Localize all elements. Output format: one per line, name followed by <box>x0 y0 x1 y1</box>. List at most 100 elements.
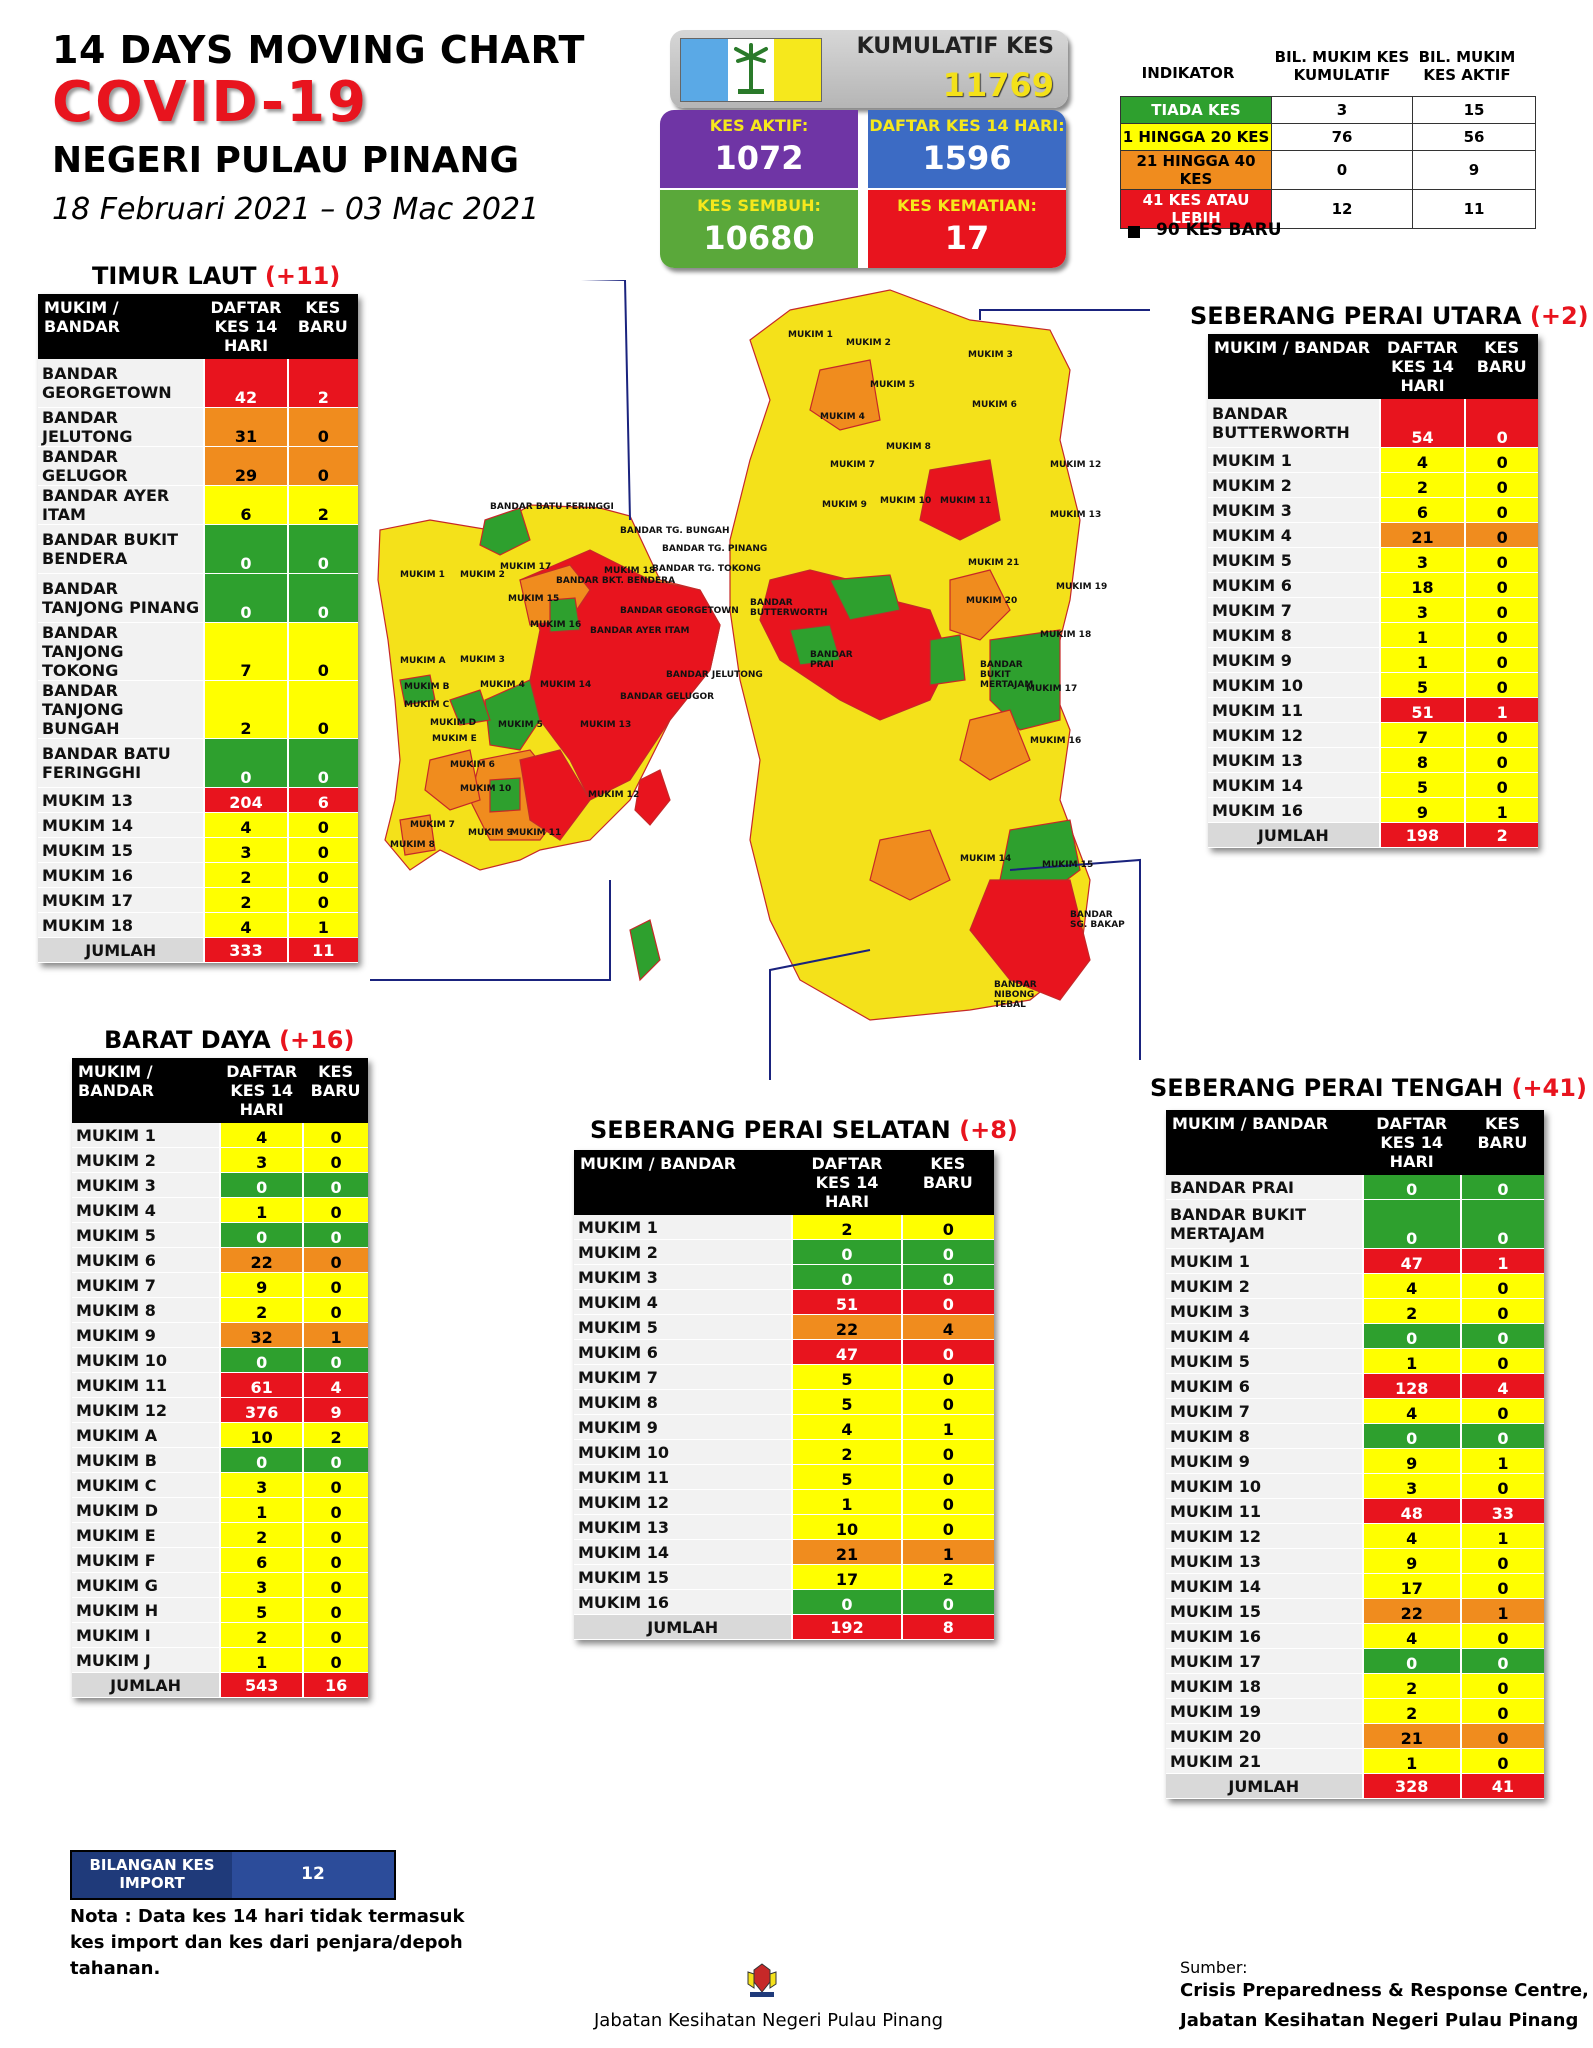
row-cases-14d: 8 <box>1378 747 1466 773</box>
map-label-island-mukim-6: MUKIM 6 <box>450 760 495 770</box>
row-cases-14d: 1 <box>1378 622 1466 648</box>
column-header: MUKIM / BANDAR <box>574 1150 793 1215</box>
row-cases-14d: 3 <box>1361 1473 1461 1499</box>
map-label-island-mukim-4: MUKIM 4 <box>480 680 525 690</box>
header-date-range: 18 Februari 2021 – 03 Mac 2021 <box>52 192 540 227</box>
row-new-cases: 0 <box>302 1222 368 1248</box>
table-row: MUKIM 16 9 1 <box>1208 797 1538 823</box>
row-name: MUKIM 6 <box>574 1339 793 1365</box>
row-new-cases: 0 <box>1459 1398 1544 1424</box>
row-new-cases: 0 <box>1459 1723 1544 1749</box>
row-new-cases: 0 <box>1459 1473 1544 1499</box>
row-cases-14d: 2 <box>203 887 288 913</box>
table-row: BANDAR BUKIT MERTAJAM 0 0 <box>1166 1199 1544 1249</box>
row-name: MUKIM 2 <box>1208 472 1380 498</box>
row-name: MUKIM 10 <box>72 1347 221 1373</box>
row-new-cases: 0 <box>302 1272 368 1298</box>
row-new-cases: 0 <box>1464 547 1538 573</box>
map-label-island-mukim-15: MUKIM 15 <box>508 594 560 604</box>
row-name: BANDAR TANJONG TOKONG <box>38 622 205 681</box>
map-label-mainland-mukim-11: MUKIM 11 <box>940 496 992 506</box>
row-cases-14d: 22 <box>791 1314 902 1340</box>
row-new-cases: 0 <box>302 1172 368 1198</box>
table-header: MUKIM / BANDAR DAFTAR KES 14 HARI KES BARU <box>72 1058 368 1123</box>
map-label-mainland-mukim-5: MUKIM 5 <box>870 380 915 390</box>
total-new-cases: 41 <box>1459 1773 1544 1799</box>
row-cases-14d: 2 <box>791 1215 902 1240</box>
row-new-cases: 0 <box>900 1489 994 1515</box>
row-cases-14d: 1 <box>1361 1748 1461 1774</box>
row-new-cases: 0 <box>1459 1298 1544 1324</box>
recovered-value: 10680 <box>703 219 815 257</box>
total-label: JUMLAH <box>1166 1773 1363 1799</box>
table-row: BANDAR BATU FERINGGHI 0 0 <box>38 738 358 788</box>
deaths-value: 17 <box>944 219 990 257</box>
row-new-cases: 0 <box>302 1472 368 1498</box>
timur-laut-title-text: TIMUR LAUT <box>92 262 257 290</box>
total-cases-14d: 192 <box>791 1614 902 1640</box>
row-new-cases: 1 <box>900 1539 994 1565</box>
row-new-cases: 0 <box>302 1347 368 1373</box>
table-header: MUKIM / BANDAR DAFTAR KES 14 HARI KES BARU <box>1208 334 1538 399</box>
row-name: MUKIM 1 <box>574 1215 793 1240</box>
row-new-cases: 0 <box>1464 672 1538 698</box>
row-new-cases: 0 <box>302 1147 368 1173</box>
row-name: MUKIM 11 <box>1166 1498 1363 1524</box>
table-row: MUKIM 20 21 0 <box>1166 1723 1544 1749</box>
row-name: MUKIM 9 <box>1166 1448 1363 1474</box>
row-name: MUKIM 10 <box>1208 672 1380 698</box>
row-name: MUKIM 9 <box>1208 647 1380 673</box>
map-label-batu-feringgi: BANDAR BATU FERINGGI <box>490 502 614 512</box>
row-cases-14d: 6 <box>203 485 288 525</box>
column-header: MUKIM / BANDAR <box>38 294 205 359</box>
map-label-island-mukim-14: MUKIM 14 <box>540 680 592 690</box>
row-new-cases: 0 <box>1464 497 1538 523</box>
row-new-cases: 0 <box>900 1239 994 1265</box>
row-new-cases: 4 <box>900 1314 994 1340</box>
row-name: MUKIM 13 <box>1166 1548 1363 1574</box>
table-row: MUKIM 13 204 6 <box>38 787 358 813</box>
indicator-active: 56 <box>1412 123 1536 151</box>
row-new-cases: 0 <box>1464 772 1538 798</box>
row-cases-14d: 2 <box>1361 1298 1461 1324</box>
total-new-cases: 11 <box>286 937 358 963</box>
row-name: MUKIM E <box>72 1522 221 1548</box>
row-new-cases: 0 <box>302 1123 368 1148</box>
map-label-mainland-mukim-12: MUKIM 12 <box>1050 460 1102 470</box>
row-cases-14d: 2 <box>219 1622 304 1648</box>
row-new-cases: 0 <box>1459 1573 1544 1599</box>
row-cases-14d: 2 <box>203 862 288 888</box>
row-new-cases: 1 <box>1464 797 1538 823</box>
row-new-cases: 0 <box>302 1297 368 1323</box>
footer-source-2: Jabatan Kesihatan Negeri Pulau Pinang <box>1180 2010 1579 2031</box>
table-row: MUKIM 11 48 33 <box>1166 1498 1544 1524</box>
row-name: MUKIM 5 <box>574 1314 793 1340</box>
table-row: MUKIM 4 21 0 <box>1208 522 1538 548</box>
table-row: MUKIM 6 47 0 <box>574 1339 994 1365</box>
row-new-cases: 0 <box>286 680 358 739</box>
map-label-island-mukim-5: MUKIM 5 <box>498 720 543 730</box>
map-label-tg-tokong: BANDAR TG. TOKONG <box>652 564 761 574</box>
row-name: BANDAR BUTTERWORTH <box>1208 399 1380 448</box>
table-row: MUKIM 6 18 0 <box>1208 572 1538 598</box>
map-label-island-mukim-1: MUKIM 1 <box>400 570 445 580</box>
row-name: MUKIM 15 <box>574 1564 793 1590</box>
row-name: MUKIM 9 <box>72 1322 221 1348</box>
column-header: DAFTAR KES 14 HARI <box>792 1150 902 1215</box>
row-name: MUKIM 16 <box>1166 1623 1363 1649</box>
map-label-jelutong: BANDAR JELUTONG <box>666 670 763 680</box>
table-row: MUKIM 4 51 0 <box>574 1289 994 1315</box>
row-name: MUKIM 7 <box>1166 1398 1363 1424</box>
map-label-gelugor: BANDAR GELUGOR <box>620 692 715 702</box>
column-header: MUKIM / BANDAR <box>1208 334 1380 399</box>
column-header: MUKIM / BANDAR <box>72 1058 221 1123</box>
table-total-row: JUMLAH 333 11 <box>38 937 358 963</box>
table-row: MUKIM 6 128 4 <box>1166 1373 1544 1399</box>
row-cases-14d: 22 <box>1361 1598 1461 1624</box>
row-name: MUKIM 11 <box>72 1372 221 1398</box>
new-cases-marker-icon <box>1128 226 1140 238</box>
row-new-cases: 0 <box>286 837 358 863</box>
table-row: MUKIM A 10 2 <box>72 1422 368 1448</box>
